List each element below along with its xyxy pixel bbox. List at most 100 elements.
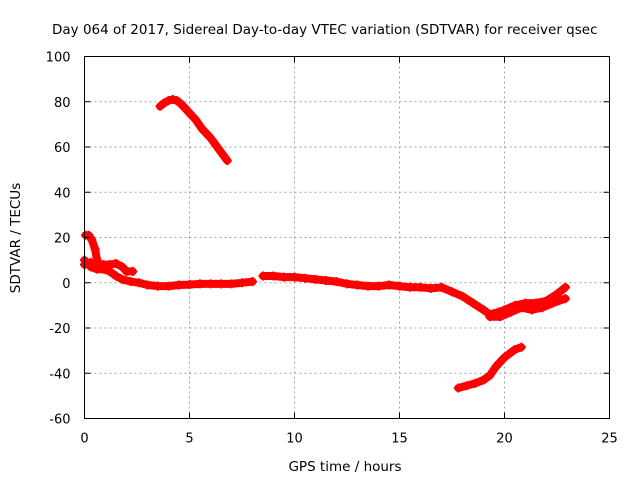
series-arc-main-right-lower — [485, 294, 570, 322]
data-point-marker — [395, 281, 404, 291]
data-point-marker — [495, 312, 505, 322]
chart-title: Day 064 of 2017, Sidereal Day-to-day VTE… — [52, 22, 598, 38]
data-point-marker — [485, 312, 495, 322]
data-point-marker — [206, 279, 215, 289]
data-point-marker — [552, 289, 562, 299]
data-point-marker — [332, 277, 341, 287]
data-point-marker — [468, 298, 478, 308]
data-point-marker — [269, 271, 278, 281]
series-arc-low — [453, 342, 526, 393]
y-tick-label: -40 — [49, 367, 70, 382]
data-point-marker — [470, 378, 480, 388]
series-arc-main-middle — [258, 271, 446, 293]
x-tick-label: 15 — [391, 432, 408, 447]
data-point-marker — [279, 272, 289, 282]
data-point-marker — [447, 287, 457, 297]
data-point-marker — [206, 133, 215, 143]
data-point-marker — [86, 257, 96, 267]
series-arc-high — [155, 94, 232, 166]
data-point-marker — [134, 278, 144, 288]
data-point-marker — [479, 375, 488, 385]
data-point-marker — [128, 266, 138, 276]
x-tick-label: 20 — [496, 432, 513, 447]
data-point-marker — [290, 272, 299, 282]
data-point-marker — [453, 383, 463, 393]
data-point-marker — [164, 96, 173, 106]
data-point-marker — [384, 280, 394, 290]
x-tick-label: 0 — [80, 432, 88, 447]
x-tick-label: 5 — [185, 432, 193, 447]
data-point-marker — [84, 230, 94, 240]
series-arc-start-spike — [81, 230, 102, 265]
data-point-marker — [548, 298, 558, 308]
x-tick-label: 25 — [601, 432, 618, 447]
x-axis-title: GPS time / hours — [288, 459, 401, 475]
y-tick-label: -20 — [49, 322, 70, 337]
data-point-marker — [416, 282, 425, 292]
data-point-marker — [258, 271, 268, 281]
data-point-marker — [164, 281, 173, 291]
x-tick-label: 10 — [286, 432, 303, 447]
data-point-marker — [491, 361, 501, 371]
data-point-marker — [237, 278, 247, 288]
data-point-marker — [174, 280, 184, 290]
data-point-marker — [126, 277, 136, 287]
data-point-marker — [248, 277, 257, 287]
y-tick-label: 20 — [54, 232, 71, 247]
data-point-marker — [87, 235, 97, 245]
data-point-marker — [516, 303, 526, 313]
data-point-marker — [342, 279, 352, 289]
data-point-marker — [214, 144, 224, 154]
data-point-marker — [143, 280, 152, 290]
data-point-marker — [117, 274, 127, 284]
data-point-marker — [462, 381, 472, 391]
data-point-marker — [321, 275, 331, 285]
data-point-marker — [405, 282, 415, 292]
data-point-marker — [374, 281, 383, 291]
data-point-marker — [117, 262, 127, 272]
data-point-marker — [90, 244, 100, 254]
data-point-marker — [216, 279, 226, 289]
y-tick-label: -60 — [49, 413, 70, 428]
y-tick-label: 60 — [54, 141, 71, 156]
data-point-marker — [437, 282, 446, 292]
y-tick-label: 80 — [54, 96, 71, 111]
data-point-marker — [92, 255, 102, 265]
data-point-marker — [300, 273, 310, 283]
y-tick-label: 40 — [54, 186, 71, 201]
data-point-marker — [537, 303, 547, 313]
data-point-marker — [363, 281, 373, 291]
data-point-marker — [426, 283, 436, 293]
axis-ticks: 0 5 10 15 20 25 -60 -40 -20 0 20 40 60 80 100 — [46, 51, 618, 447]
data-point-marker — [180, 104, 190, 114]
data-point-marker — [111, 271, 121, 281]
data-point-marker — [500, 352, 509, 362]
data-point-marker — [197, 124, 207, 134]
data-point-marker — [185, 280, 194, 290]
data-point-marker — [485, 371, 495, 381]
data-point-marker — [195, 279, 205, 289]
data-point-marker — [506, 307, 516, 317]
data-point-marker — [185, 108, 194, 118]
data-point-marker — [222, 156, 232, 166]
data-point-marker — [527, 305, 537, 315]
data-point-marker — [227, 279, 236, 289]
data-point-marker — [516, 342, 526, 352]
data-point-marker — [153, 281, 163, 291]
data-point-marker — [191, 115, 201, 125]
data-point-marker — [560, 294, 570, 304]
data-point-marker — [311, 274, 320, 284]
data-series — [80, 94, 570, 393]
data-point-marker — [168, 94, 178, 104]
data-point-marker — [458, 291, 467, 301]
data-point-marker — [111, 259, 121, 269]
data-point-marker — [479, 305, 488, 315]
data-point-marker — [510, 344, 520, 354]
data-point-marker — [353, 280, 362, 290]
y-tick-label: 100 — [46, 51, 71, 66]
data-point-marker — [560, 282, 570, 292]
y-tick-label: 0 — [62, 277, 70, 292]
data-point-marker — [176, 99, 186, 109]
